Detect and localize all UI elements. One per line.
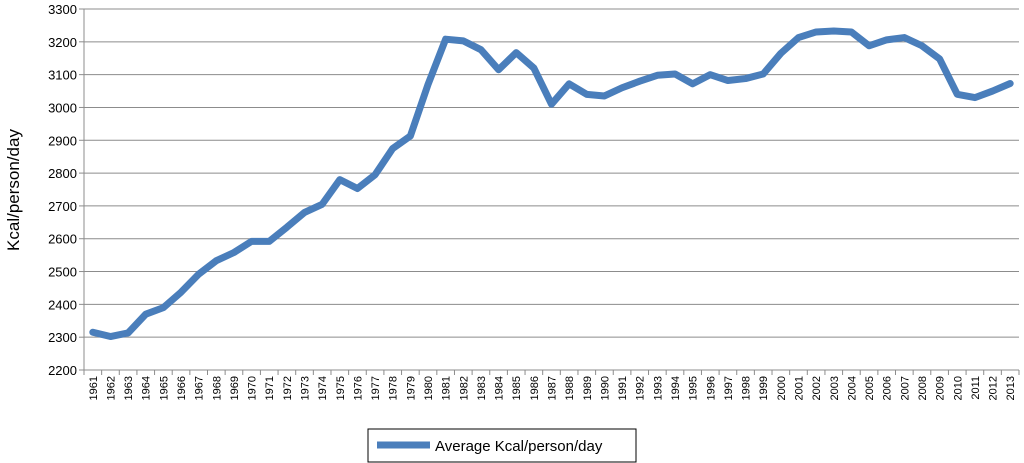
x-tick-label: 2000 [776,376,788,400]
legend-label: Average Kcal/person/day [435,438,603,455]
x-tick-label: 1987 [547,376,559,400]
x-tick-label: 1969 [229,376,241,400]
x-tick-label: 2003 [829,376,841,400]
x-tick-label: 2012 [988,376,1000,400]
x-tick-label: 1970 [247,376,259,400]
x-tick-label: 1978 [388,376,400,400]
x-tick-label: 1991 [617,376,629,400]
x-tick-label: 1993 [652,376,664,400]
x-tick-label: 2005 [864,376,876,400]
x-tick-label: 1999 [758,376,770,400]
y-tick-label: 3300 [48,2,77,17]
x-tick-label: 1967 [194,376,206,400]
x-tick-label: 2001 [793,376,805,400]
x-tick-label: 2013 [1005,376,1017,400]
y-tick-label: 3100 [48,68,77,83]
x-tick-label: 1974 [317,376,329,400]
x-tick-label: 1965 [158,376,170,400]
x-tick-label: 1992 [635,376,647,400]
x-tick-label: 1981 [441,376,453,400]
y-tick-label: 3200 [48,35,77,50]
x-tick-label: 2004 [846,376,858,400]
x-tick-label: 2002 [811,376,823,400]
y-tick-label: 2900 [48,133,77,148]
x-tick-label: 1962 [105,376,117,400]
x-tick-label: 1988 [564,376,576,400]
y-tick-label: 2800 [48,166,77,181]
x-tick-label: 2009 [935,376,947,400]
y-tick-label: 3000 [48,100,77,115]
x-tick-label: 1986 [529,376,541,400]
x-tick-label: 1985 [511,376,523,400]
x-tick-label: 1996 [705,376,717,400]
x-tick-label: 2006 [882,376,894,400]
x-tick-label: 1995 [688,376,700,400]
x-tick-label: 1971 [264,376,276,400]
x-tick-label: 2008 [917,376,929,400]
x-tick-label: 1982 [458,376,470,400]
y-tick-label: 2200 [48,363,77,378]
x-tick-label: 2010 [952,376,964,400]
y-tick-label: 2700 [48,199,77,214]
series-line-0 [89,27,1014,341]
legend-box [367,428,637,463]
x-tick-label: 1984 [494,376,506,400]
y-tick-label: 2300 [48,330,77,345]
x-tick-label: 1975 [335,376,347,400]
y-axis-ticks: 2200 2300 2400 2500 2600 2700 2800 2900 3000 3100… [48,2,84,378]
x-tick-label: 1972 [282,376,294,400]
y-tick-label: 2500 [48,265,77,280]
x-tick-label: 1973 [300,376,312,400]
x-tick-label: 1968 [211,376,223,400]
x-tick-label: 1997 [723,376,735,400]
axes [83,9,1019,371]
x-tick-label: 2011 [970,376,982,400]
y-axis-title: Kcal/person/day [4,129,23,251]
x-tick-label: 1998 [741,376,753,400]
x-tick-label: 1994 [670,376,682,400]
x-tick-label: 1980 [423,376,435,400]
x-axis-ticks: 1961 1962 1963 1964 1965 1966 1967 1968 1969 1970… [83,370,1020,400]
x-tick-label: 1966 [176,376,188,400]
series-layer [89,27,1014,341]
x-tick-label: 1963 [123,376,135,400]
x-tick-label: 1989 [582,376,594,400]
x-tick-label: 2007 [899,376,911,400]
x-tick-label: 1979 [405,376,417,400]
x-tick-label: 1964 [141,376,153,400]
x-tick-label: 1961 [88,376,100,400]
legend: Average Kcal/person/day [367,428,637,463]
y-tick-label: 2600 [48,232,77,247]
x-tick-label: 1976 [352,376,364,400]
x-tick-label: 1977 [370,376,382,400]
y-tick-label: 2400 [48,297,77,312]
x-tick-label: 1983 [476,376,488,400]
x-tick-label: 1990 [599,376,611,400]
